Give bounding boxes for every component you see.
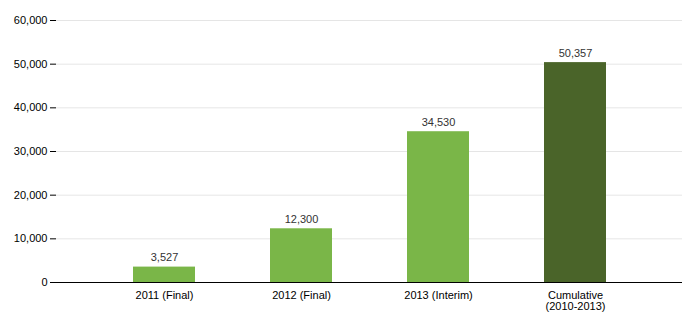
svg-text:50,000: 50,000 bbox=[14, 58, 48, 70]
svg-text:30,000: 30,000 bbox=[14, 145, 48, 157]
svg-text:34,530: 34,530 bbox=[422, 116, 456, 128]
svg-text:2013 (Interim): 2013 (Interim) bbox=[404, 289, 472, 301]
svg-text:3,527: 3,527 bbox=[151, 251, 179, 263]
svg-text:0: 0 bbox=[41, 276, 47, 288]
svg-text:50,357: 50,357 bbox=[559, 47, 593, 59]
svg-text:60,000: 60,000 bbox=[14, 14, 48, 26]
svg-text:20,000: 20,000 bbox=[14, 189, 48, 201]
svg-text:10,000: 10,000 bbox=[14, 232, 48, 244]
svg-text:Cumulative(2010-2013): Cumulative(2010-2013) bbox=[546, 289, 606, 312]
svg-text:40,000: 40,000 bbox=[14, 101, 48, 113]
svg-text:2011 (Final): 2011 (Final) bbox=[136, 289, 194, 301]
svg-text:2012 (Final): 2012 (Final) bbox=[272, 289, 331, 301]
svg-text:12,300: 12,300 bbox=[285, 213, 319, 225]
